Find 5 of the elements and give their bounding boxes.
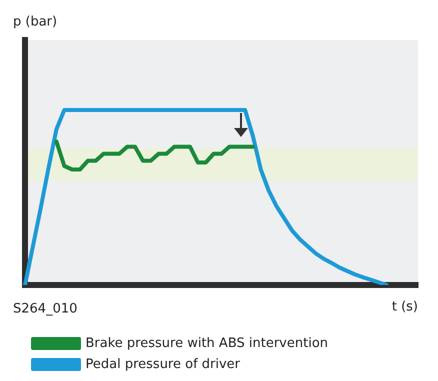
- legend-label: Brake pressure with ABS intervention: [86, 336, 328, 351]
- legend-label: Pedal pressure of driver: [86, 356, 241, 372]
- x-axis-title: t (s): [392, 300, 418, 315]
- text: p (bar): [13, 14, 58, 30]
- text: S264_010: [13, 301, 78, 316]
